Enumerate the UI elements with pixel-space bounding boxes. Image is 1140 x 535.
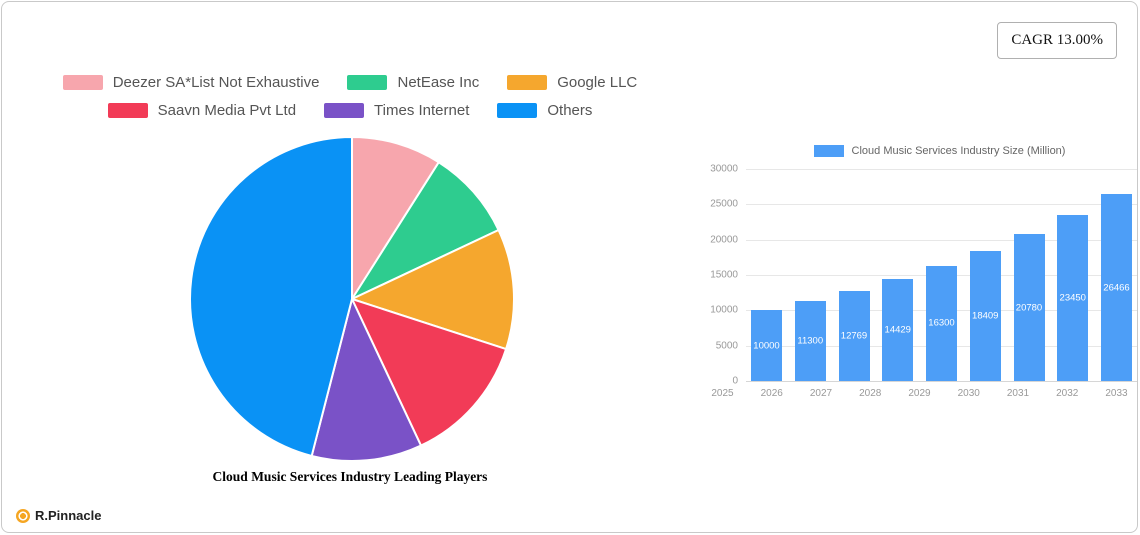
y-tick-label: 0 [732, 375, 738, 387]
bar-2027[interactable]: 12769 [838, 290, 870, 381]
cagr-badge: CAGR 13.00% [997, 22, 1117, 59]
x-tick-label: 2028 [859, 388, 882, 399]
bar-2028[interactable]: 14429 [882, 279, 914, 381]
x-tick-label: 2031 [1006, 388, 1030, 399]
y-tick-label: 20000 [710, 234, 738, 246]
legend-label-4: Times Internet [374, 102, 470, 119]
bar-legend-swatch [813, 145, 844, 157]
gridline [746, 239, 1137, 241]
bar-2033[interactable]: 26466 [1101, 194, 1132, 381]
x-tick-label: 2029 [908, 388, 931, 399]
bar-plot-area: 0 5000 10000 15000 20000 25000 30000 10000 11300… [710, 164, 1137, 387]
bar-value-label: 20780 [1015, 302, 1043, 314]
legend-item-3[interactable]: Saavn Media Pvt Ltd [107, 102, 297, 119]
pie-slice-5[interactable] [189, 136, 353, 457]
bar-value-label: 26466 [1103, 282, 1130, 293]
legend-row-0: Deezer SA*List Not Exhaustive NetEase Inc… [62, 74, 637, 91]
y-tick-label: 15000 [710, 269, 738, 281]
x-axis-line [746, 381, 1137, 382]
x-tick-label: 2026 [760, 388, 783, 399]
pie-slice-1[interactable] [351, 161, 500, 300]
legend-row-1: Saavn Media Pvt Ltd Times Internet Others [107, 102, 592, 119]
bar-chart: Cloud Music Services Industry Size (Mill… [702, 145, 1137, 399]
x-tick-label: 2033 [1105, 388, 1128, 399]
bar-2029[interactable]: 16300 [926, 265, 957, 381]
gridline [746, 204, 1137, 206]
bars-container: 10000 11300 12769 14429 16300 18409 20780 23450… [746, 169, 1137, 381]
legend-label-3: Saavn Media Pvt Ltd [157, 102, 297, 119]
legend-label-1: NetEase Inc [397, 74, 480, 91]
legend-label-2: Google LLC [557, 74, 638, 91]
y-tick-label: 10000 [710, 304, 738, 316]
brand-logo: R.Pinnacle [16, 508, 101, 523]
bar-2026[interactable]: 11300 [794, 301, 826, 381]
y-tick-label: 25000 [710, 198, 738, 210]
bar-2025[interactable]: 10000 [751, 310, 782, 381]
legend-item-4[interactable]: Times Internet [324, 102, 469, 119]
x-tick-label: 2030 [957, 388, 980, 399]
bar-value-label: 14429 [884, 324, 911, 336]
x-tick-label: 2032 [1056, 388, 1079, 399]
pie-chart-title: Cloud Music Services Industry Leading Pl… [212, 469, 488, 484]
bar-legend-label: Cloud Music Services Industry Size (Mill… [851, 145, 1066, 157]
bar-value-label: 11300 [797, 335, 824, 347]
pinnacle-logo-icon [16, 508, 30, 523]
bar-chart-legend[interactable]: Cloud Music Services Industry Size (Mill… [742, 145, 1137, 157]
legend-swatch-4 [324, 103, 365, 118]
bar-2032[interactable]: 23450 [1057, 215, 1089, 381]
legend-item-1[interactable]: NetEase Inc [347, 74, 479, 91]
legend-swatch-2 [507, 75, 548, 90]
bar-x-axis-labels: 2025 2026 2027 2028 2029 2030 2031 2032 2033 [702, 388, 1137, 399]
legend-item-5[interactable]: Others [497, 102, 592, 119]
bar-value-label: 18409 [972, 310, 999, 322]
legend-swatch-3 [107, 103, 148, 118]
brand-name: R.Pinnacle [35, 508, 102, 523]
bar-value-label: 23450 [1059, 292, 1086, 304]
y-tick-label: 5000 [715, 340, 738, 352]
legend-item-2[interactable]: Google LLC [507, 74, 637, 91]
pie-slice-4[interactable] [310, 298, 422, 462]
legend-item-0[interactable]: Deezer SA*List Not Exhaustive [62, 74, 320, 91]
bar-2030[interactable]: 18409 [969, 250, 1001, 381]
legend-swatch-0 [62, 75, 103, 90]
bar-value-label: 16300 [928, 317, 955, 329]
pie-slice-2[interactable] [351, 229, 515, 351]
x-tick-label: 2025 [711, 388, 734, 399]
y-tick-label: 30000 [710, 163, 738, 175]
bar-value-label: 12769 [840, 330, 868, 342]
pie-chart [189, 136, 515, 462]
legend-label-5: Others [547, 102, 593, 119]
bar-value-label: 10000 [753, 340, 780, 352]
bar-2031[interactable]: 20780 [1013, 234, 1045, 381]
x-tick-label: 2027 [809, 388, 833, 399]
pie-legend: Deezer SA*List Not Exhaustive NetEase Inc… [30, 74, 670, 119]
legend-swatch-1 [347, 75, 388, 90]
gridline [746, 169, 1137, 170]
legend-swatch-5 [497, 103, 538, 118]
pie-slice-0[interactable] [351, 136, 440, 300]
pie-slice-3[interactable] [351, 298, 508, 447]
legend-label-0: Deezer SA*List Not Exhaustive [112, 74, 320, 91]
